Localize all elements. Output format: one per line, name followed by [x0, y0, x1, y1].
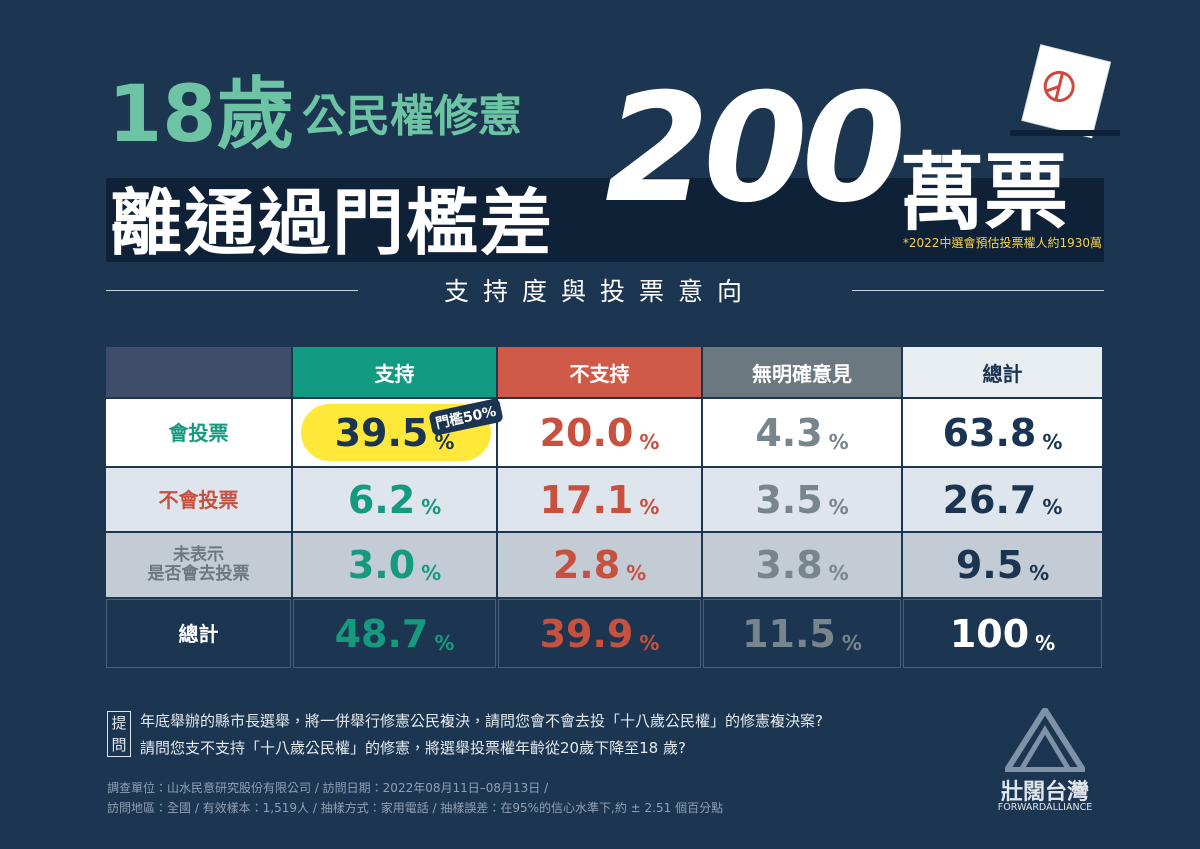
cell-unit: % [1035, 631, 1056, 655]
question-label: 提問 [107, 711, 131, 757]
table-cell: 63.8% [903, 399, 1102, 466]
headline-number: 200 [605, 62, 906, 236]
cell-unit: % [421, 495, 442, 519]
table-cell: 11.5% [703, 599, 901, 668]
table-cell: 26.7% [903, 468, 1102, 531]
cell-value: 17.1 [539, 477, 634, 522]
cell-unit: % [639, 495, 660, 519]
row-label: 不會投票 [106, 468, 291, 531]
table-cell: 3.0% [293, 533, 496, 597]
row-label-line: 總計 [178, 621, 219, 646]
cell-unit: % [639, 631, 660, 655]
column-header: 不支持 [498, 347, 701, 397]
cell-unit: % [1029, 561, 1050, 585]
column-header: 無明確意見 [703, 347, 901, 397]
table-cell: 門檻50% 39.5% [293, 397, 504, 466]
table-cell: 3.8% [703, 533, 901, 597]
title-number: 18歲 [108, 70, 295, 160]
cell-value: 39.9 [539, 611, 634, 656]
table-cell: 3.5% [703, 468, 901, 531]
cell-unit: % [1042, 430, 1063, 454]
question: 請問您支不支持「十八歲公民權」的修憲，將選舉投票權年齡從20歲下降至18 歲? [140, 739, 686, 757]
cell-value: 100 [949, 611, 1030, 656]
cell-value: 26.7 [942, 477, 1037, 522]
column-header: 支持 [293, 347, 496, 397]
cell-value: 2.8 [552, 543, 621, 587]
row-label-line: 不會投票 [158, 487, 239, 512]
table-cell: 100% [903, 599, 1102, 668]
section-title: 支持度與投票意向 [443, 277, 756, 306]
ballot-icon [1010, 44, 1120, 139]
cell-value: 4.3 [755, 410, 823, 455]
cell-unit: % [434, 631, 455, 655]
cell-unit: % [1042, 495, 1063, 519]
table-cell: 48.7% [293, 599, 496, 668]
question-label-char: 提 [111, 714, 127, 732]
table-cell: 9.5% [903, 533, 1102, 597]
divider [852, 290, 1104, 291]
cell-value: 39.5 [334, 410, 429, 455]
cell-unit: % [639, 430, 660, 454]
row-label: 會投票 [106, 399, 291, 466]
cell-unit: % [626, 561, 647, 585]
cell-unit: % [421, 561, 442, 585]
divider [106, 290, 358, 291]
question-label-char: 問 [111, 736, 127, 754]
cell-value: 9.5 [955, 543, 1024, 587]
table-cell: 20.0% [498, 399, 701, 466]
cell-value: 63.8 [942, 410, 1037, 455]
headline: 離通過門檻差 [110, 181, 555, 265]
cell-unit: % [841, 631, 862, 655]
cell-value: 11.5 [742, 611, 836, 656]
column-header: 總計 [903, 347, 1102, 397]
table: 支持 不支持 無明確意見 總計 會投票 門檻50% 39.5% 20.0% 4.3% 63.8% 不… [106, 347, 1104, 668]
logo-tagline: FORWARDALLIANCE [997, 802, 1093, 813]
row-label-line: 未表示 [173, 545, 224, 566]
row-label: 總計 [106, 599, 291, 668]
logo-icon [1005, 708, 1085, 772]
table-cell: 17.1% [498, 468, 701, 531]
cell-unit: % [434, 430, 455, 454]
table-cell: 2.8% [498, 533, 701, 597]
table-cell: 4.3% [703, 399, 901, 466]
headline-band [106, 178, 1104, 262]
cell-value: 3.5 [755, 477, 823, 522]
cell-value: 48.7 [334, 611, 429, 656]
row-label: 未表示 是否會去投票 [106, 533, 291, 597]
cell-value: 6.2 [347, 477, 416, 522]
table-cell: 39.9% [498, 599, 701, 668]
row-label-line: 會投票 [168, 420, 229, 445]
headline-unit: 萬票 [900, 144, 1069, 242]
logo-name: 壯闊台灣 [1000, 780, 1089, 805]
cell-value: 20.0 [539, 410, 634, 455]
cell-value: 3.8 [755, 543, 823, 587]
footnote: *2022中選會預估投票權人約1930萬 [902, 236, 1102, 250]
cell-value: 3.0 [347, 543, 416, 587]
source: 調查單位：山水民意研究股份有限公司 / 訪問日期：2022年08月11日–08月… [107, 781, 549, 795]
question: 年底舉辦的縣市長選舉，將一併舉行修憲公民複決，請問您會不會去投「十八歲公民權」的… [140, 712, 823, 730]
title: 公民權修憲 [302, 91, 522, 142]
header-cell [106, 347, 291, 397]
cell-unit: % [828, 561, 849, 585]
source: 訪問地區：全國 / 有效樣本：1,519人 / 抽樣方式：家用電話 / 抽樣誤差… [107, 801, 724, 815]
row-label-line: 是否會去投票 [147, 564, 250, 584]
cell-unit: % [828, 430, 849, 454]
table-cell: 6.2% [293, 468, 496, 531]
cell-unit: % [828, 495, 849, 519]
